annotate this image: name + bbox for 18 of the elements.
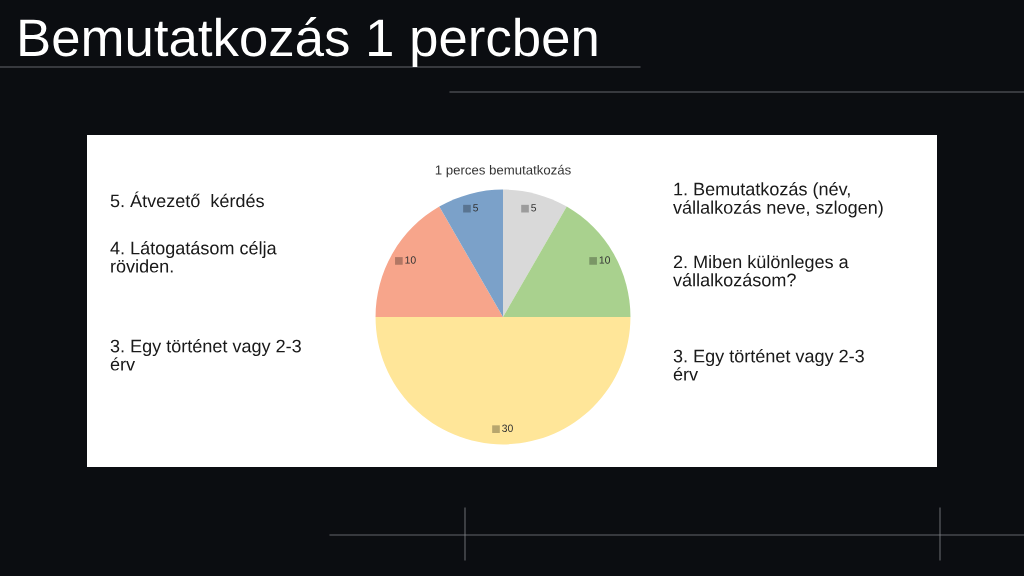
pie-slice xyxy=(503,206,631,317)
data-label: 5 xyxy=(473,204,479,212)
text: 3. Egy történet vagy 2-3 érv xyxy=(673,349,864,381)
chart-subtitle: 1 perces bemutatkozás xyxy=(435,164,571,178)
chart-title: Bemutatkozás 1 percben xyxy=(20,17,597,67)
data-label: 10 xyxy=(405,256,416,264)
text: 2. Miben különleges a vállalkozásom? xyxy=(673,255,849,287)
text: 5. Átvezető kérdés xyxy=(110,191,264,208)
pie-slice xyxy=(375,317,631,445)
pie-slice xyxy=(439,189,503,317)
data-label: 5 xyxy=(531,204,537,212)
pie-slice xyxy=(503,189,567,317)
data-label: 10 xyxy=(599,256,611,264)
text: 1. Bemutatkozás (név, vállalkozás neve, szlogen) xyxy=(673,181,883,218)
text: 3. Egy történet vagy 2-3 érv xyxy=(110,339,301,371)
pie-slice xyxy=(375,206,503,317)
data-label: 30 xyxy=(502,424,513,432)
text: 4. Látogatásom célja röviden. xyxy=(110,241,277,273)
